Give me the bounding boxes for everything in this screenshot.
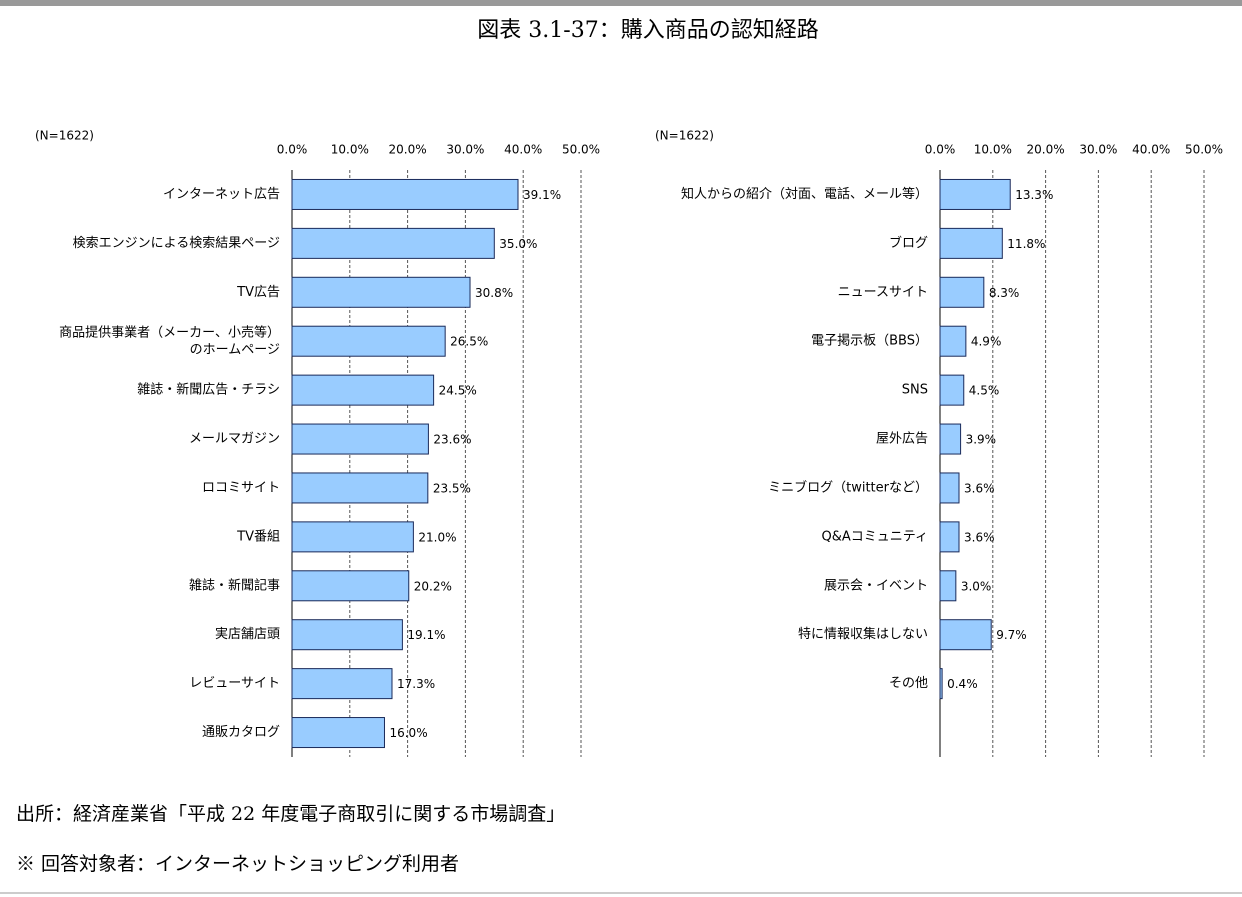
bar <box>291 472 429 504</box>
y-tick-label: SNS <box>902 383 928 398</box>
y-tick-label: 知人からの紹介（対面、電話、メール等） <box>681 186 928 202</box>
x-tick-label: 50.0% <box>1185 143 1223 157</box>
y-tick-label: 通販カタログ <box>202 725 280 740</box>
value-label: 9.7% <box>996 628 1027 642</box>
value-label: 16.0% <box>389 726 427 740</box>
x-tick-label: 30.0% <box>446 143 484 157</box>
value-label: 24.5% <box>439 384 477 398</box>
y-tick-label: ロコミサイト <box>202 480 280 495</box>
x-tick-label: 0.0% <box>277 143 308 157</box>
value-label: 23.6% <box>433 433 471 447</box>
value-label: 23.5% <box>433 481 471 495</box>
y-tick-label: その他 <box>889 676 928 691</box>
y-tick-label: 商品提供事業者（メーカー、小売等）のホームページ <box>59 324 280 357</box>
value-label: 30.8% <box>475 286 513 300</box>
y-tick-label: ミニブログ（twitterなど） <box>768 479 928 495</box>
x-tick-label: 0.0% <box>925 143 956 157</box>
y-tick-label: 特に情報収集はしない <box>798 626 928 642</box>
y-tick-label: 展示会・イベント <box>824 578 928 593</box>
bar <box>939 472 960 504</box>
y-tick-label: 雑誌・新聞記事 <box>189 577 280 593</box>
value-label: 21.0% <box>418 530 456 544</box>
value-label: 8.3% <box>989 286 1020 300</box>
y-tick-label: 実店舗店頭 <box>215 626 280 642</box>
value-label: 35.0% <box>499 237 537 251</box>
value-label: 11.8% <box>1007 237 1045 251</box>
y-tick-label: 屋外広告 <box>876 432 928 447</box>
value-label: 39.1% <box>523 188 561 202</box>
value-label: 17.3% <box>397 677 435 691</box>
bar <box>939 276 985 308</box>
x-tick-label: 20.0% <box>1027 143 1065 157</box>
y-tick-label: 検索エンジンによる検索結果ページ <box>73 236 280 251</box>
y-tick-label: Q&Aコミュニティ <box>822 529 928 544</box>
y-tick-label: TV広告 <box>236 285 280 300</box>
value-label: 4.9% <box>971 335 1002 349</box>
x-tick-label: 10.0% <box>331 143 369 157</box>
bar <box>939 325 967 357</box>
source: 出所：経済産業省「平成 22 年度電子商取引に関する市場調査」 <box>16 803 565 825</box>
bar <box>939 521 960 553</box>
value-label: 4.5% <box>969 384 1000 398</box>
bar <box>291 227 495 259</box>
bar <box>939 619 992 651</box>
y-tick-label: TV番組 <box>236 529 280 544</box>
value-label: 19.1% <box>407 628 445 642</box>
value-label: 0.4% <box>947 677 978 691</box>
top-bar <box>0 0 1242 6</box>
bar <box>291 619 403 651</box>
x-tick-label: 40.0% <box>504 143 542 157</box>
bar <box>291 325 446 357</box>
bar <box>291 178 519 210</box>
bar <box>291 570 410 602</box>
y-tick-label: 雑誌・新聞広告・チラシ <box>137 382 280 398</box>
chart-annotation: (N=1622) <box>655 129 714 143</box>
bar <box>291 374 435 406</box>
x-tick-label: 20.0% <box>389 143 427 157</box>
page-title: 図表 3.1-37：購入商品の認知経路 <box>477 18 818 43</box>
y-tick-label: インターネット広告 <box>163 187 280 202</box>
x-tick-label: 50.0% <box>562 143 600 157</box>
note: ※ 回答対象者：インターネットショッピング利用者 <box>16 853 459 875</box>
bar <box>939 227 1003 259</box>
y-tick-label: レビューサイト <box>189 676 280 691</box>
bar <box>291 276 471 308</box>
chart-annotation: (N=1622) <box>35 129 94 143</box>
value-label: 3.0% <box>961 579 992 593</box>
bar <box>939 374 965 406</box>
y-tick-label: メールマガジン <box>189 432 280 447</box>
bar <box>291 668 393 700</box>
y-tick-label: ブログ <box>889 235 928 251</box>
bar <box>939 423 962 455</box>
value-label: 26.5% <box>450 335 488 349</box>
x-tick-label: 40.0% <box>1132 143 1170 157</box>
bar <box>291 521 414 553</box>
value-label: 3.9% <box>966 433 997 447</box>
bar <box>939 178 1011 210</box>
value-label: 3.6% <box>964 481 995 495</box>
bar <box>939 668 943 700</box>
bar <box>291 423 429 455</box>
y-tick-label: 電子掲示板（BBS） <box>811 333 928 349</box>
x-tick-label: 30.0% <box>1079 143 1117 157</box>
value-label: 3.6% <box>964 530 995 544</box>
bar <box>291 717 385 749</box>
value-label: 20.2% <box>414 579 452 593</box>
bar <box>939 570 957 602</box>
y-tick-label: ニュースサイト <box>838 285 928 300</box>
value-label: 13.3% <box>1015 188 1053 202</box>
x-tick-label: 10.0% <box>974 143 1012 157</box>
